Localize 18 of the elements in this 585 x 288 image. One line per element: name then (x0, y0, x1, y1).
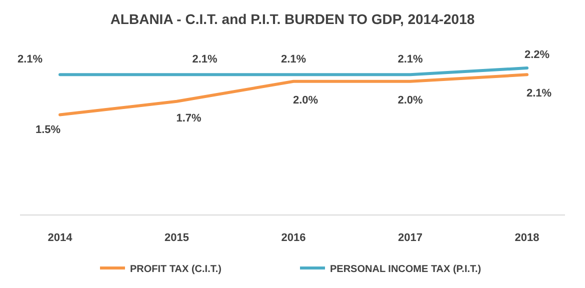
data-label: 2.1% (526, 88, 552, 100)
data-label: 2.1% (192, 54, 218, 66)
x-tick-label: 2018 (514, 232, 540, 244)
data-label: 2.0% (292, 94, 318, 106)
data-label: 2.1% (17, 54, 43, 66)
data-label: 2.1% (398, 54, 423, 66)
data-label: 2.0% (398, 94, 423, 106)
data-label: 2.2% (524, 49, 550, 61)
data-label: 1.7% (176, 112, 202, 124)
legend-label: PROFIT TAX (C.I.T.) (130, 264, 222, 275)
x-tick-label: 2014 (48, 232, 74, 244)
x-tick-label: 2015 (164, 232, 189, 244)
data-label: 1.5% (35, 124, 61, 136)
chart-title: ALBANIA - C.I.T. and P.I.T. BURDEN TO GDP, 2014-2018 (110, 11, 475, 27)
legend-label: PERSONAL INCOME TAX (P.I.T.) (330, 264, 482, 275)
x-tick-label: 2017 (398, 232, 422, 244)
x-tick-label: 2016 (281, 232, 306, 244)
data-label: 2.1% (280, 54, 306, 66)
